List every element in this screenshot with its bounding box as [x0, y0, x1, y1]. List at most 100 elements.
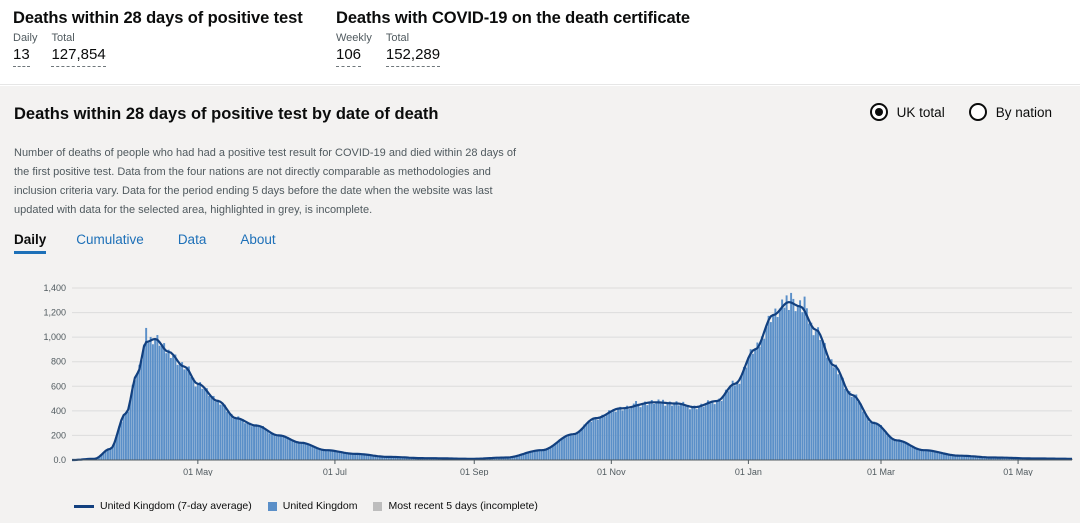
daily-bar	[403, 457, 406, 460]
daily-bar	[904, 441, 907, 460]
daily-bar	[392, 457, 395, 460]
daily-bar	[785, 295, 788, 460]
y-tick-label: 0.0	[53, 455, 66, 465]
daily-bar	[124, 411, 127, 460]
x-tick-label: 01 May	[183, 467, 213, 476]
daily-bar	[230, 413, 233, 460]
metric-value[interactable]: 152,289	[385, 45, 441, 67]
tab-data[interactable]: Data	[177, 232, 207, 247]
daily-bar	[219, 404, 222, 460]
daily-bar	[691, 407, 694, 460]
daily-bar	[226, 411, 229, 460]
daily-bar	[253, 425, 255, 460]
daily-bar	[972, 456, 975, 460]
daily-bar	[556, 442, 559, 460]
daily-bar	[891, 438, 894, 460]
daily-bar	[929, 450, 932, 460]
daily-bar	[810, 322, 813, 460]
daily-bar	[223, 404, 226, 460]
legend-item-daily[interactable]: United Kingdom	[267, 500, 358, 512]
daily-bar	[960, 455, 963, 460]
daily-bar	[924, 450, 927, 460]
tab-about[interactable]: About	[240, 232, 276, 247]
daily-bar	[342, 453, 345, 460]
daily-bar	[796, 306, 799, 460]
daily-bar	[866, 416, 869, 460]
daily-bar	[104, 450, 107, 460]
daily-bar	[590, 421, 593, 460]
metric-value[interactable]: 13	[13, 45, 30, 67]
daily-bar	[758, 346, 761, 460]
daily-bar	[273, 433, 276, 460]
y-tick-label: 1,200	[43, 308, 66, 318]
daily-bar	[853, 394, 855, 460]
daily-bar	[365, 454, 368, 460]
daily-bar	[306, 444, 309, 460]
daily-bar	[630, 406, 633, 460]
radio-by-nation[interactable]: By nation	[968, 103, 1052, 121]
deaths-chart[interactable]: 0.0 200 400 600 800 1,000 1,200 1,400 01 May 01 J…	[0, 276, 1080, 476]
daily-bar	[349, 453, 352, 460]
daily-bar	[217, 399, 220, 460]
daily-bar	[731, 380, 734, 460]
daily-bar	[138, 364, 141, 460]
radio-checked-icon[interactable]	[869, 103, 888, 121]
x-tick-label: 01 Mar	[867, 467, 895, 476]
daily-bar	[145, 327, 148, 460]
radio-uk-total[interactable]: UK total	[869, 103, 945, 121]
daily-bar	[329, 449, 332, 460]
daily-bar	[774, 308, 777, 460]
radio-unchecked-icon[interactable]	[968, 103, 987, 121]
daily-bar	[956, 455, 959, 460]
daily-bar	[949, 455, 952, 460]
legend-label: United Kingdom	[282, 500, 358, 512]
legend-item-average[interactable]: United Kingdom (7-day average)	[74, 500, 252, 512]
daily-bar	[1001, 457, 1004, 460]
daily-bar	[140, 360, 143, 460]
daily-bar	[360, 453, 363, 460]
daily-bar	[902, 441, 905, 460]
daily-bar	[954, 455, 957, 460]
metric-value[interactable]: 127,854	[51, 45, 106, 67]
daily-bar	[289, 439, 291, 460]
daily-bar	[871, 422, 873, 460]
daily-bar	[850, 396, 853, 460]
daily-bar	[178, 363, 181, 460]
daily-bar	[385, 456, 388, 460]
daily-bar	[722, 395, 725, 460]
metric-label: Total	[51, 32, 75, 44]
daily-bar	[799, 300, 802, 460]
daily-bar	[862, 411, 864, 460]
daily-bar	[257, 426, 260, 460]
daily-bar	[841, 377, 844, 460]
daily-bar	[495, 457, 498, 460]
x-tick-label: 01 May	[1003, 467, 1033, 476]
daily-bar	[376, 456, 379, 460]
metric-value[interactable]: 106	[336, 45, 362, 67]
tab-daily[interactable]: Daily	[14, 232, 47, 254]
daily-bar	[169, 357, 172, 460]
daily-bar	[500, 457, 503, 460]
daily-bar	[264, 429, 267, 460]
tab-cumulative[interactable]: Cumulative	[76, 232, 144, 247]
daily-bar	[715, 401, 718, 460]
daily-bar	[969, 456, 972, 460]
daily-bar	[390, 456, 393, 460]
daily-bar	[387, 456, 390, 460]
daily-bar	[347, 453, 350, 460]
metric-daily: Daily 13	[13, 32, 37, 67]
daily-bar	[531, 451, 534, 460]
daily-bar	[147, 342, 150, 460]
daily-bar	[286, 436, 289, 460]
daily-bar	[367, 455, 370, 460]
daily-bar	[886, 435, 889, 460]
daily-bar	[808, 323, 811, 460]
daily-bar	[113, 441, 116, 460]
daily-bar	[596, 419, 599, 460]
daily-bar	[662, 399, 664, 460]
daily-bar	[533, 450, 536, 460]
daily-bar	[684, 406, 687, 460]
daily-bar	[338, 451, 341, 460]
legend-item-incomplete[interactable]: Most recent 5 days (incomplete)	[373, 500, 538, 512]
daily-bar	[565, 437, 568, 460]
